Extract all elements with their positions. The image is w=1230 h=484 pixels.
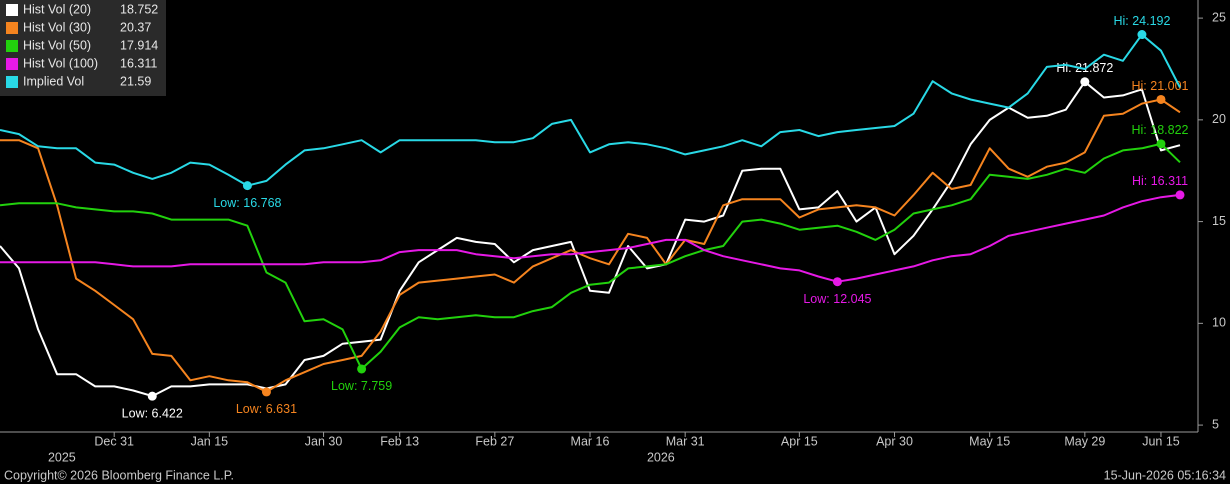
- low-point: [261, 387, 271, 397]
- legend-swatch: [6, 58, 18, 70]
- low-label: Low: 12.045: [803, 292, 871, 306]
- legend-value: 21.59: [120, 74, 151, 88]
- legend-swatch: [6, 76, 18, 88]
- series-line: [0, 80, 1181, 398]
- low-point: [147, 391, 157, 401]
- high-label: Hi: 16.311: [1132, 174, 1188, 188]
- legend-label: Hist Vol (100): [23, 56, 98, 70]
- high-label: Hi: 21.001: [1132, 79, 1189, 93]
- legend-value: 18.752: [120, 2, 158, 16]
- low-label: Low: 6.422: [122, 406, 183, 420]
- legend-swatch: [6, 4, 18, 16]
- x-tick-label: May 15: [969, 434, 1010, 448]
- legend-label: Hist Vol (50): [23, 38, 91, 52]
- y-tick-label: 25: [1212, 10, 1226, 24]
- low-point: [357, 364, 367, 374]
- low-point: [832, 277, 842, 287]
- x-tick-label: Apr 30: [876, 434, 913, 448]
- low-label: Low: 7.759: [331, 379, 392, 393]
- copyright: Copyright© 2026 Bloomberg Finance L.P.: [4, 468, 234, 482]
- x-tick-label: Mar 31: [666, 434, 705, 448]
- x-tick-label: Feb 27: [475, 434, 514, 448]
- high-label: Hi: 18.822: [1132, 123, 1189, 137]
- timestamp: 15-Jun-2026 05:16:34: [1104, 468, 1226, 482]
- series-line: [0, 142, 1181, 370]
- high-point: [1175, 190, 1185, 200]
- legend-swatch: [6, 40, 18, 52]
- year-label: 2026: [647, 450, 675, 464]
- legend-value: 17.914: [120, 38, 158, 52]
- x-tick-label: Apr 15: [781, 434, 818, 448]
- legend-value: 16.311: [120, 56, 157, 70]
- legend-value: 20.37: [120, 20, 151, 34]
- legend-label: Implied Vol: [23, 74, 84, 88]
- y-tick-label: 15: [1212, 214, 1226, 228]
- x-tick-label: Dec 31: [94, 434, 134, 448]
- legend-box: [0, 0, 166, 96]
- high-point: [1156, 139, 1166, 149]
- high-point: [1156, 94, 1166, 104]
- low-label: Low: 6.631: [236, 402, 297, 416]
- high-label: Hi: 24.192: [1113, 14, 1170, 28]
- y-tick-label: 5: [1212, 417, 1219, 431]
- x-tick-label: Jun 15: [1142, 434, 1180, 448]
- x-tick-label: Jan 15: [191, 434, 229, 448]
- low-label: Low: 16.768: [213, 196, 281, 210]
- low-point: [242, 181, 252, 191]
- series-line: [0, 33, 1181, 187]
- legend: Hist Vol (20) 18.752 Hist Vol (30) 20.37 His…: [0, 0, 166, 96]
- y-tick-label: 20: [1212, 112, 1226, 126]
- high-point: [1080, 77, 1090, 87]
- year-label: 2025: [48, 450, 76, 464]
- legend-label: Hist Vol (20): [23, 2, 91, 16]
- x-tick-label: Jan 30: [305, 434, 343, 448]
- x-tick-label: May 29: [1064, 434, 1105, 448]
- series-line: [0, 98, 1181, 393]
- legend-swatch: [6, 22, 18, 34]
- series-line: [0, 193, 1181, 283]
- legend-label: Hist Vol (30): [23, 20, 91, 34]
- x-tick-label: Mar 16: [571, 434, 610, 448]
- x-tick-label: Feb 13: [380, 434, 419, 448]
- high-point: [1137, 30, 1147, 40]
- y-tick-label: 10: [1212, 316, 1226, 330]
